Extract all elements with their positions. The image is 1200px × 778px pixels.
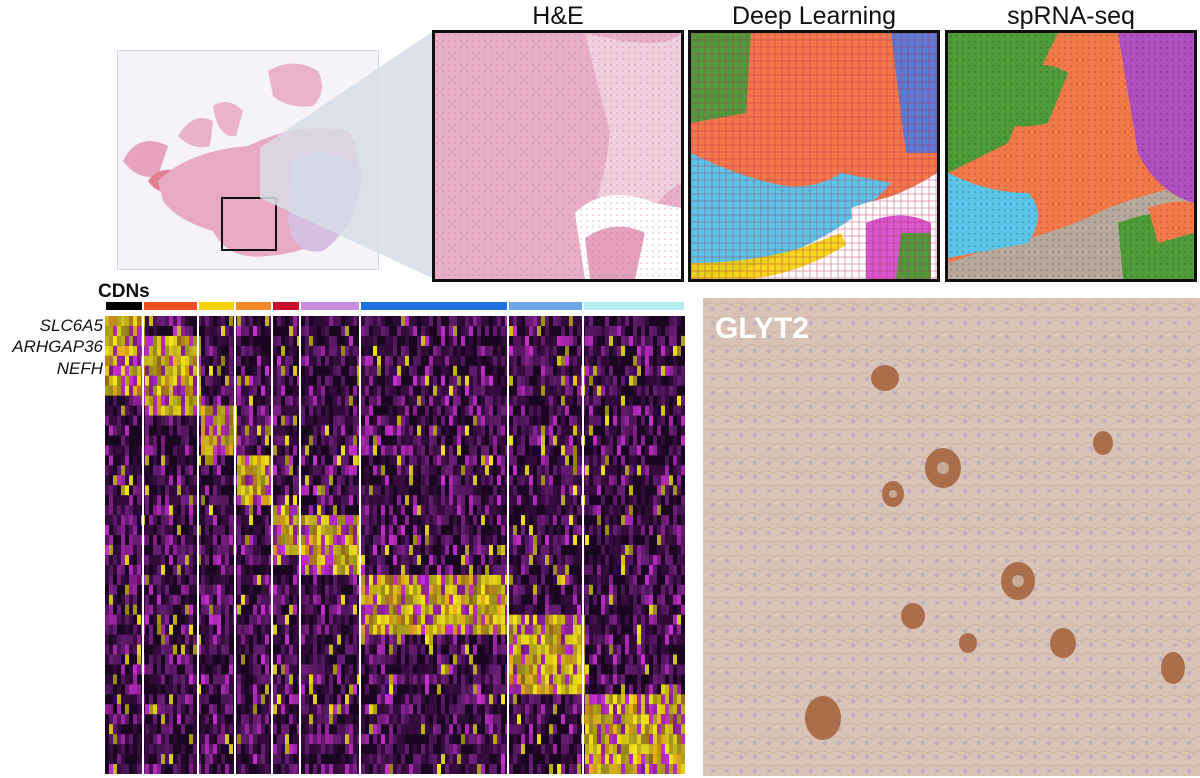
cluster-color-bar: [106, 302, 684, 310]
expression-heatmap: [105, 316, 685, 774]
sprna-seq-map: [948, 33, 1194, 279]
cluster-swatch: [144, 302, 197, 310]
deep-learning-map: [691, 33, 937, 279]
cluster-swatch: [236, 302, 271, 310]
sprna-seq-panel: [945, 30, 1197, 282]
gene-label-nefh: NEFH: [56, 359, 103, 378]
cluster-swatch: [301, 302, 359, 310]
he-image: [435, 33, 681, 279]
cluster-swatch: [106, 302, 142, 310]
glyt2-label: GLYT2: [715, 312, 809, 345]
deep-learning-title: Deep Learning: [731, 2, 896, 30]
glyt2-ihc-image: [703, 298, 1200, 776]
cluster-swatch: [199, 302, 234, 310]
zoom-wedge: [260, 32, 432, 278]
he-title: H&E: [532, 2, 584, 30]
cluster-swatch: [584, 302, 684, 310]
glyt2-ihc-panel: [703, 298, 1200, 776]
cluster-swatch: [361, 302, 507, 310]
cluster-swatch: [509, 302, 582, 310]
cluster-swatch: [273, 302, 299, 310]
he-panel: [432, 30, 684, 282]
gene-label-arhgap36: ARHGAP36: [12, 337, 103, 356]
zoom-region-box: [221, 197, 277, 251]
cdns-label: CDNs: [98, 281, 150, 302]
gene-label-slc6a5: SLC6A5: [39, 316, 103, 335]
deep-learning-panel: [688, 30, 940, 282]
sprna-seq-title: spRNA-seq: [1007, 2, 1135, 30]
